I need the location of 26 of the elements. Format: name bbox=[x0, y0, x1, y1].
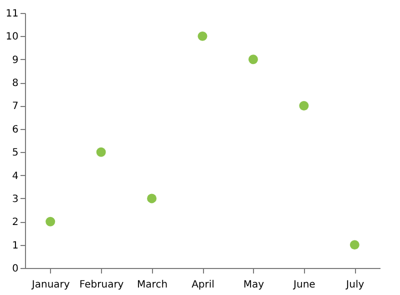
point bbox=[46, 216, 56, 226]
y-tick-label: 5 bbox=[12, 148, 18, 159]
y-tick-label: 1 bbox=[12, 240, 18, 252]
y-tick-label: 7 bbox=[12, 101, 18, 112]
y-tick-label: 11 bbox=[6, 8, 18, 20]
point bbox=[350, 240, 360, 250]
point bbox=[198, 31, 208, 41]
x-tick-label: July bbox=[345, 280, 364, 290]
y-tick-label: 8 bbox=[12, 78, 18, 90]
y-tick-label: 9 bbox=[12, 54, 18, 66]
x-tick-label: June bbox=[292, 280, 316, 290]
point bbox=[299, 100, 309, 110]
point bbox=[147, 194, 157, 204]
y-tick-label: 4 bbox=[12, 170, 18, 182]
x-tick-label: May bbox=[243, 280, 264, 290]
y-tick-label: 0 bbox=[12, 264, 18, 274]
y-tick-label: 2 bbox=[12, 217, 18, 228]
point bbox=[248, 54, 258, 64]
x-tick-label: February bbox=[79, 280, 124, 290]
x-tick-label: January bbox=[30, 280, 70, 290]
x-tick-label: March bbox=[137, 280, 168, 290]
y-tick-label: 6 bbox=[12, 124, 18, 136]
y-tick-label: 3 bbox=[12, 194, 18, 205]
x-tick-label: April bbox=[192, 280, 214, 290]
point bbox=[96, 147, 106, 157]
y-tick-label: 10 bbox=[6, 32, 18, 43]
